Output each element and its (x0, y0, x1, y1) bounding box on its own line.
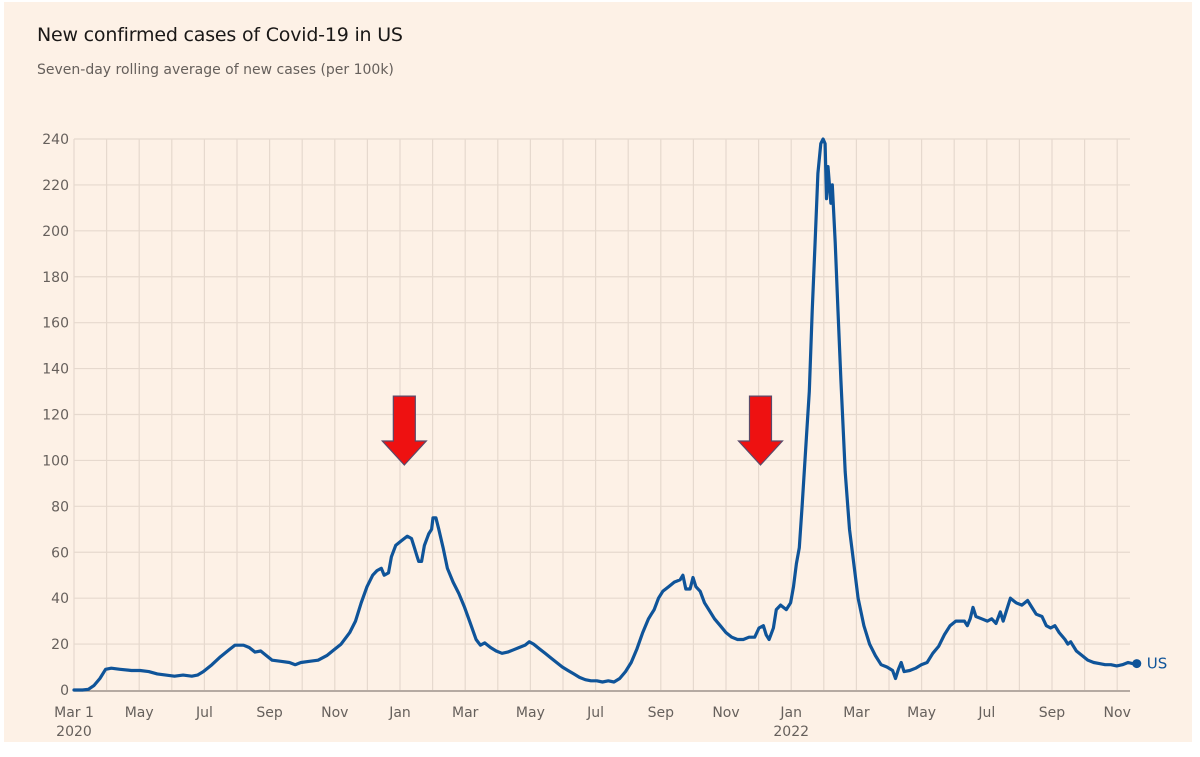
chart-subtitle: Seven-day rolling average of new cases (… (37, 62, 394, 78)
y-tick-label: 100 (42, 453, 69, 469)
y-tick-label: 140 (42, 362, 69, 378)
x-axis-ticks: Mar 1 2020 May Jul Sep Nov Jan Mar May Jul Sep Nov J… (54, 705, 1131, 740)
y-tick-label: 220 (42, 178, 69, 194)
grid-lines (73, 138, 1130, 690)
x-tick-label: Sep (256, 705, 283, 721)
x-tick-sublabel: 2020 (56, 724, 92, 740)
x-tick-label: Mar 1 (54, 705, 94, 721)
series-line-us (72, 137, 1139, 692)
red-arrow-down-icon-1 (380, 395, 428, 466)
y-tick-label: 240 (42, 132, 69, 148)
chart-title: New confirmed cases of Covid-19 in US (37, 24, 403, 46)
x-tick-label: Nov (321, 705, 348, 721)
x-tick-label: Jan (388, 705, 411, 721)
x-tick-sublabel: 2022 (773, 724, 809, 740)
y-axis-ticks: 0 20 40 60 80 100 120 140 160 180 200 220 240 (42, 132, 69, 699)
x-tick-label: Mar (452, 705, 479, 721)
y-tick-label: 200 (42, 224, 69, 240)
y-tick-label: 160 (42, 316, 69, 332)
x-tick-label: Jul (586, 705, 604, 721)
x-tick-label: May (907, 705, 936, 721)
y-tick-label: 180 (42, 270, 69, 286)
x-tick-label: Sep (648, 705, 675, 721)
x-tick-label: May (516, 705, 545, 721)
x-tick-label: May (125, 705, 154, 721)
chart-panel (4, 2, 1192, 742)
y-tick-label: 40 (51, 591, 69, 607)
x-tick-label: Jul (977, 705, 995, 721)
series-end-marker (1132, 659, 1142, 669)
y-tick-label: 120 (42, 408, 69, 424)
x-tick-label: Nov (1104, 705, 1131, 721)
x-tick-label: Jul (195, 705, 213, 721)
y-tick-label: 20 (51, 637, 69, 653)
annotations-layer (380, 395, 784, 466)
y-tick-label: 80 (51, 499, 69, 515)
series-end-label: US (1147, 655, 1168, 673)
x-tick-label: Nov (712, 705, 739, 721)
x-tick-label: Sep (1039, 705, 1066, 721)
x-tick-label: Jan (779, 705, 802, 721)
x-tick-label: Mar (843, 705, 870, 721)
series-layer: US (72, 137, 1168, 692)
red-arrow-down-icon-2 (737, 395, 784, 466)
y-tick-label: 60 (51, 545, 69, 561)
y-tick-label: 0 (60, 683, 69, 699)
